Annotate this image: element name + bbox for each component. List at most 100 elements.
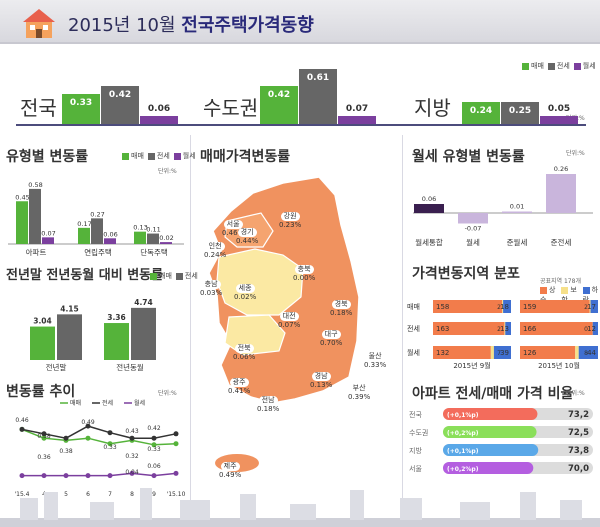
region-bar-value: 0.06 [147, 104, 171, 114]
map-region-label: 충남 0.03% [200, 280, 222, 298]
region-bar-value: 0.07 [345, 104, 369, 114]
wolse-type-bar-chart: 0.06 월세통합 -0.07 월세 0.01 준월세 0.26 준전세 [413, 165, 593, 247]
dist-fall-value: 17 [587, 303, 596, 311]
dist-segment [520, 346, 576, 359]
yearly-bar [131, 307, 156, 360]
type-category-label: 단독주택 [140, 247, 168, 257]
region-bar-chart: 전국 0.33 0.42 0.06 수도권 0.42 0.61 0.07 지방 0.24 0.25 0… [0, 44, 600, 124]
trend-point [85, 473, 91, 479]
type-category-label: 아파트 [26, 247, 47, 257]
wolse-type-label: 준전세 [551, 237, 572, 247]
map-region-name: 충북 [294, 265, 314, 274]
trend-x-label: 8 [130, 491, 134, 498]
dist-rise-value: 132 [436, 349, 449, 357]
map-region-name: 대구 [321, 330, 341, 339]
dist-fall-value: 39 [500, 349, 509, 357]
region-bar-value: 0.25 [508, 105, 532, 116]
ratio-change-label: (+0,1%p) [447, 412, 479, 419]
dist-row-label: 월세 [407, 348, 420, 357]
trend-point-label: 0.36 [37, 454, 51, 461]
yearly-category-label: 전년동월 [116, 362, 144, 372]
map-region-label: 울산 0.33% [364, 352, 386, 370]
region-bar-value: 0.05 [547, 104, 571, 114]
trend-x-label: '15.10 [167, 491, 186, 498]
dist-segment [592, 322, 598, 335]
trend-point-label: 0.04 [125, 469, 139, 476]
type-category-label: 연립주택 [84, 247, 112, 257]
map-region-name: 울산 [365, 352, 385, 361]
type-bar-value: 0.58 [28, 181, 42, 189]
map-region-label: 대구 0.70% [320, 330, 342, 348]
house-icon [23, 9, 55, 38]
map-region-value: 0.13% [310, 381, 333, 389]
ratio-unit: 단위:% [566, 390, 585, 397]
type-bar [134, 231, 146, 244]
yearly-category-label: 전년말 [46, 362, 67, 372]
trend-point [151, 473, 157, 479]
map-region-label: 광주 0.41% [228, 378, 250, 396]
dist-segment [520, 322, 593, 335]
ratio-row-label: 수도권 [409, 429, 428, 437]
dist-segment [520, 300, 590, 313]
dist-segment [502, 300, 504, 313]
wolse-type-value: 0.06 [422, 195, 436, 203]
wolse-type-value: -0.07 [465, 225, 482, 233]
type-bar [29, 188, 41, 244]
map-region-value: 0.46% [222, 229, 245, 237]
dist-segment [505, 322, 511, 335]
trend-point [173, 470, 179, 476]
map-region-value: 0.06% [233, 353, 256, 361]
map-region-value: 0.18% [257, 405, 280, 413]
ratio-fill [443, 462, 534, 474]
type-bar [16, 201, 28, 244]
region-bar [260, 86, 298, 124]
map-region-label: 부산 0.39% [348, 384, 370, 402]
map-region-label: 전북 0.06% [233, 344, 255, 362]
trend-x-label: 5 [64, 491, 68, 498]
map-region-name: 경남 [311, 372, 331, 381]
map-region-value: 0.70% [320, 339, 343, 347]
trend-point-label: 0.38 [37, 433, 51, 440]
map-region-label: 강원 0.23% [279, 212, 301, 230]
dist-rise-value: 166 [523, 325, 537, 333]
type-bar-chart: 0.45 0.58 0.07 아파트 0.17 0.27 0.06 연립주택 0.130.110… [8, 181, 184, 257]
trend-point [41, 473, 47, 479]
map-region-name: 제주 [220, 462, 240, 471]
map-region-label: 경기 0.44% [236, 228, 258, 246]
map-region-value: 0.00% [293, 274, 316, 282]
map-region-value: 0.02% [234, 293, 257, 301]
dist-rise-value: 158 [436, 303, 449, 311]
map-region-name: 전남 [258, 396, 278, 405]
dist-rise-value: 163 [436, 325, 449, 333]
map-region-value: 0.49% [219, 471, 242, 479]
ratio-bar-chart: 전국 (+0,1%p) 73,2 수도권 (+0,2%p) 72,5 지방 (+0,1%p) 7… [409, 408, 593, 474]
trend-point-label: 0.06 [147, 463, 161, 470]
page-title: 2015년 10월 전국주택가격동향 [68, 15, 314, 36]
trend-title: 변동률 추이 [6, 384, 76, 400]
map-region-name: 전북 [234, 344, 254, 353]
trend-point [129, 435, 135, 441]
ratio-value: 73,2 [568, 410, 589, 420]
yearly-title: 전년말 전년동월 대비 변동률 [6, 268, 164, 283]
map-region-name: 충남 [201, 280, 221, 289]
map-region-label: 대전 0.07% [278, 312, 300, 330]
ratio-value: 70,0 [568, 464, 589, 474]
map-region-value: 0.33% [364, 361, 387, 369]
map-title: 매매가격변동률 [200, 149, 291, 165]
trend-point-label: 0.49 [81, 419, 95, 426]
map-region-name: 인천 [205, 242, 225, 251]
ratio-fill [443, 444, 539, 456]
dist-segment [433, 322, 505, 335]
dist-segment [433, 300, 503, 313]
wolse-type-bar [546, 174, 576, 213]
type-bar-value: 0.06 [103, 230, 117, 238]
map-region-name: 부산 [349, 384, 369, 393]
yearly-bar [104, 323, 129, 360]
trend-point-label: 0.32 [125, 453, 139, 460]
top-baseline [16, 124, 586, 126]
left-separator [190, 135, 191, 510]
type-bar-value: 0.13 [133, 224, 147, 232]
trend-line [22, 472, 177, 477]
type-title: 유형별 변동률 [6, 149, 89, 165]
trend-x-label: 6 [86, 491, 90, 498]
